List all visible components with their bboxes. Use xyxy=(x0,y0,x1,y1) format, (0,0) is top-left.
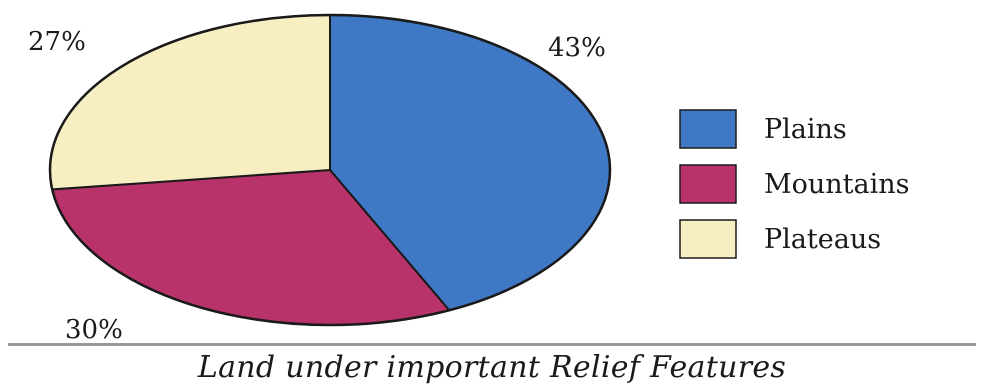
data-label-plateaus: 27% xyxy=(28,27,86,57)
legend-swatch-plains xyxy=(679,109,737,149)
data-label-plains: 43% xyxy=(548,33,606,63)
divider xyxy=(8,343,976,346)
legend-label-mountains: Mountains xyxy=(764,169,910,200)
pie-slices xyxy=(48,13,612,327)
pie-outline xyxy=(48,13,612,327)
pie-chart: 43% 30% 27% Plains Mountains Plateaus xyxy=(28,13,910,342)
chart-title: Land under important Relief Features xyxy=(197,350,787,385)
legend-swatch-mountains xyxy=(679,164,737,204)
legend-swatch-plateaus xyxy=(679,219,737,259)
legend-label-plains: Plains xyxy=(764,114,847,145)
legend: Plains Mountains Plateaus xyxy=(679,109,910,259)
pie-slice-plateaus xyxy=(49,13,331,191)
legend-label-plateaus: Plateaus xyxy=(764,224,881,255)
data-label-mountains: 30% xyxy=(65,315,123,342)
pie-data-labels: 43% 30% 27% xyxy=(28,27,606,342)
